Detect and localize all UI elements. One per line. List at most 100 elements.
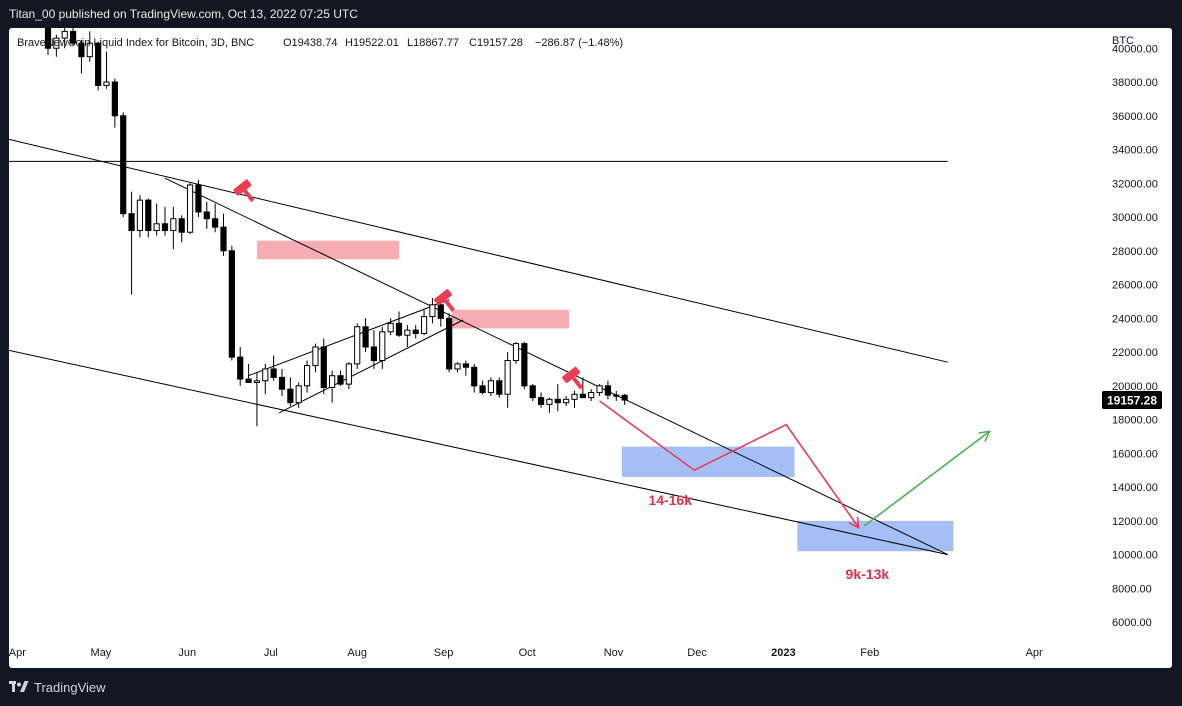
candle: [471, 366, 478, 387]
candle: [512, 343, 520, 362]
candle: [136, 199, 144, 232]
candle: [312, 346, 319, 367]
candles-layer: [44, 28, 628, 427]
publisher-bar: Titan_00 published on TradingView.com, O…: [0, 0, 1182, 28]
candle: [103, 81, 110, 86]
chart-frame[interactable]: 14-16k 9k-13k 40000.00 38000.00 36000.00 340…: [9, 28, 1172, 668]
price-tick-label: 24000.00: [1112, 313, 1158, 325]
candle: [479, 385, 486, 394]
candle: [370, 346, 378, 362]
candle: [303, 365, 311, 387]
zones-layer: [256, 240, 954, 552]
candle: [613, 394, 620, 397]
candle: [345, 363, 352, 385]
legend-high: H19522.01: [345, 37, 399, 49]
price-tick-label: 38000.00: [1112, 77, 1158, 89]
candle: [186, 184, 194, 233]
price-tick-label: 32000.00: [1112, 178, 1158, 190]
trendlines-layer: [9, 138, 949, 556]
publisher-text: Titan_00 published on TradingView.com, O…: [9, 7, 358, 21]
candle: [69, 30, 77, 44]
candle: [504, 360, 511, 395]
price-tick-label: 16000.00: [1112, 448, 1158, 460]
price-tick-label: 14000.00: [1112, 482, 1158, 494]
candle: [563, 398, 570, 404]
candle: [245, 378, 252, 383]
trendline-wedge-upper: [248, 299, 450, 377]
gavel-handle: [443, 299, 455, 312]
candle: [212, 218, 219, 228]
candle: [220, 226, 227, 252]
candle: [379, 331, 386, 362]
target-zone-label: 14-16k: [648, 492, 692, 508]
gavel-head: [434, 289, 452, 306]
time-tick-label: May: [91, 647, 112, 659]
target-zone-2: [621, 446, 795, 477]
time-tick-label: Jun: [178, 647, 196, 659]
price-tick-label: 10000.00: [1112, 550, 1158, 562]
trendline-channel-mid: [9, 138, 948, 363]
price-tick-label: 18000.00: [1112, 415, 1158, 427]
price-axis-unit: BTC: [1112, 35, 1134, 47]
candle: [387, 322, 394, 333]
time-tick-label: Dec: [687, 647, 707, 659]
candle: [571, 393, 578, 400]
legend-change: −286.87 (−1.48%): [535, 37, 623, 49]
projection-arrowhead-up: [978, 430, 991, 442]
time-tick-label: Aug: [347, 647, 367, 659]
candle: [44, 28, 52, 49]
candle: [579, 393, 586, 399]
candle: [128, 213, 135, 232]
candle: [604, 385, 612, 396]
candle: [320, 346, 327, 389]
price-tick-label: 36000.00: [1112, 111, 1158, 123]
gavel-icon: [562, 366, 584, 390]
candle: [203, 211, 210, 220]
candle: [78, 42, 85, 58]
gavel-icon: [233, 179, 255, 203]
brand-name: TradingView: [34, 680, 106, 695]
price-tick-label: 30000.00: [1112, 212, 1158, 224]
candle: [295, 385, 302, 404]
target-zone-3: [797, 520, 954, 552]
tradingview-brand[interactable]: TradingView: [9, 680, 106, 695]
candle: [354, 326, 361, 365]
candle: [487, 380, 495, 394]
trendline-descending-resistance: [164, 177, 949, 556]
candle: [153, 223, 160, 232]
candle: [496, 380, 503, 395]
candle: [454, 363, 461, 370]
legend-open: O19438.74: [283, 37, 337, 49]
trendline-channel-bottom: [9, 349, 948, 556]
time-tick-label: Apr: [9, 647, 26, 659]
footer-bar: TradingView: [0, 672, 1182, 706]
candle: [228, 250, 235, 358]
time-tick-label: Feb: [860, 647, 879, 659]
zone-labels-layer: 14-16k 9k-13k: [648, 492, 889, 582]
candle: [145, 199, 152, 232]
price-tick-label: 28000.00: [1112, 246, 1158, 258]
price-tick-label: 22000.00: [1112, 347, 1158, 359]
resistance-zone-0: [256, 240, 399, 260]
candle: [195, 184, 202, 213]
legend-symbol: BraveNewCoin Liquid Index for Bitcoin, 3…: [17, 37, 254, 49]
candlestick-chart[interactable]: 14-16k 9k-13k 40000.00 38000.00 36000.00 340…: [9, 28, 1172, 668]
price-axis: 40000.00 38000.00 36000.00 34000.00 32000.00…: [1101, 28, 1172, 668]
candle: [337, 375, 344, 385]
projection-path-down: [599, 400, 860, 529]
candle: [178, 218, 185, 233]
legend: BraveNewCoin Liquid Index for Bitcoin, 3…: [17, 37, 623, 49]
candle: [53, 37, 60, 49]
candle: [554, 398, 561, 404]
candle: [287, 388, 294, 404]
gavel-handle: [243, 189, 255, 203]
candle: [362, 326, 369, 348]
tradingview-logo-icon: [9, 680, 29, 692]
time-tick-label: Sep: [434, 647, 454, 659]
candle: [270, 368, 277, 378]
candle: [546, 398, 553, 405]
price-tick-label: 12000.00: [1112, 516, 1158, 528]
time-tick-label: Apr: [1026, 647, 1043, 659]
projections-layer: [599, 400, 991, 529]
candle: [446, 317, 453, 370]
